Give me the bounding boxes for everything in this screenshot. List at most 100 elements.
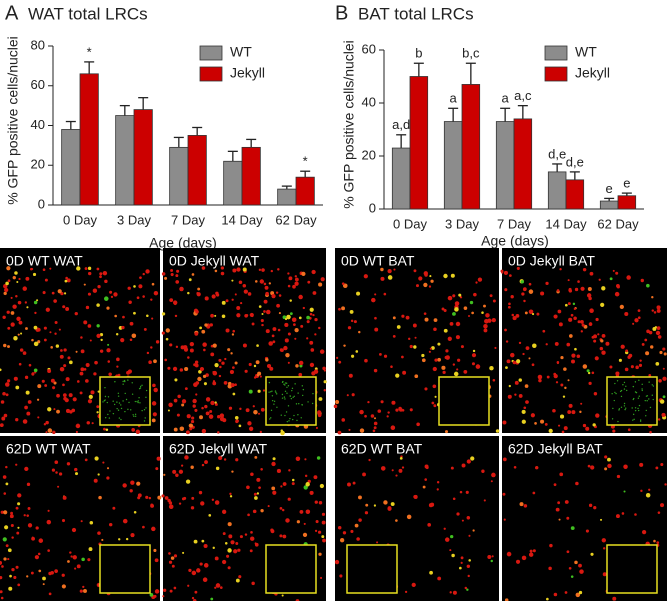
inset-dot	[620, 389, 623, 392]
cell-dot	[639, 359, 642, 362]
cell-dot	[598, 278, 601, 281]
cell-dot	[115, 332, 119, 336]
cell-dot	[380, 400, 384, 404]
cell-dot	[580, 320, 584, 324]
cell-dot	[429, 570, 433, 575]
cell-dot	[1, 565, 4, 568]
cell-dot	[287, 332, 291, 336]
cell-dot	[481, 311, 484, 314]
cell-dot	[396, 325, 401, 329]
cell-dot	[178, 502, 182, 505]
cell-dot	[235, 458, 239, 462]
inset-dot	[611, 418, 614, 420]
cell-dot	[427, 523, 431, 527]
cell-dot	[463, 306, 468, 310]
cell-dot	[135, 429, 141, 435]
cell-dot	[348, 428, 351, 431]
cell-dot	[558, 518, 561, 521]
cell-dot	[323, 389, 326, 392]
inset-dot	[127, 408, 129, 411]
cell-dot	[192, 398, 197, 404]
cell-dot	[294, 327, 299, 333]
cell-dot	[85, 363, 90, 368]
significance-label: d,e	[548, 146, 566, 161]
cell-dot	[568, 334, 573, 338]
cell-dot	[263, 310, 266, 313]
cell-dot	[371, 297, 376, 303]
cell-dot	[7, 557, 10, 561]
cell-dot	[220, 266, 225, 270]
cell-dot	[31, 536, 34, 539]
cell-dot	[253, 409, 258, 415]
cell-dot	[294, 277, 299, 282]
cell-dot	[71, 527, 77, 533]
micrograph: 62D WT WAT	[0, 436, 162, 601]
micrograph: 0D WT BAT	[333, 248, 500, 435]
cell-dot	[74, 467, 78, 472]
cell-dot	[490, 480, 493, 483]
cell-dot	[452, 294, 456, 298]
cell-dot	[24, 405, 28, 410]
cell-dot	[26, 575, 29, 578]
inset-dot	[275, 391, 277, 394]
cell-dot	[450, 534, 454, 539]
inset-dot	[288, 420, 290, 422]
cell-dot	[303, 522, 306, 525]
cell-dot	[300, 324, 304, 328]
cell-dot	[222, 532, 226, 535]
cell-dot	[531, 363, 535, 367]
inset-dot	[300, 417, 302, 419]
cell-dot	[229, 495, 233, 498]
cell-dot	[306, 320, 310, 324]
cell-dot	[387, 268, 392, 274]
cell-dot	[350, 529, 354, 533]
cell-dot	[63, 348, 67, 352]
cell-dot	[189, 341, 195, 347]
cell-dot	[76, 380, 80, 383]
cell-dot	[190, 506, 195, 510]
cell-dot	[175, 473, 179, 477]
cell-dot	[133, 311, 136, 315]
inset-dot	[298, 402, 300, 405]
cell-dot	[607, 463, 612, 469]
cell-dot	[338, 360, 342, 364]
inset-dot	[651, 394, 654, 396]
cell-dot	[5, 281, 9, 286]
cell-dot	[646, 283, 650, 288]
cell-dot	[127, 369, 133, 374]
cell-dot	[455, 335, 460, 340]
cell-dot	[230, 540, 235, 545]
cell-dot	[75, 350, 78, 353]
cell-dot	[108, 372, 112, 376]
cell-dot	[1, 416, 5, 420]
cell-dot	[122, 315, 125, 319]
cell-dot	[79, 589, 83, 593]
cell-dot	[255, 280, 258, 283]
cell-dot	[294, 337, 297, 340]
cell-dot	[564, 303, 568, 307]
cell-dot	[573, 307, 576, 310]
cell-dot	[463, 370, 468, 374]
cell-dot	[491, 555, 494, 558]
cell-dot	[219, 365, 222, 369]
cell-dot	[87, 324, 92, 328]
cell-dot	[150, 503, 155, 508]
cell-dot	[434, 358, 438, 362]
cell-dot	[283, 345, 288, 351]
inset-dot	[138, 397, 140, 399]
inset-dot	[307, 401, 309, 403]
cell-dot	[483, 499, 486, 502]
cell-dot	[337, 430, 342, 435]
cell-dot	[188, 423, 194, 428]
cell-dot	[475, 281, 478, 284]
cell-dot	[635, 365, 639, 370]
cell-dot	[656, 326, 661, 331]
cell-dot	[163, 473, 166, 476]
cell-dot	[287, 284, 291, 288]
cell-dot	[151, 401, 157, 406]
cell-dot	[99, 272, 103, 276]
cell-dot	[457, 358, 461, 362]
cell-dot	[146, 314, 149, 317]
cell-dot	[390, 502, 395, 506]
cell-dot	[657, 335, 662, 339]
